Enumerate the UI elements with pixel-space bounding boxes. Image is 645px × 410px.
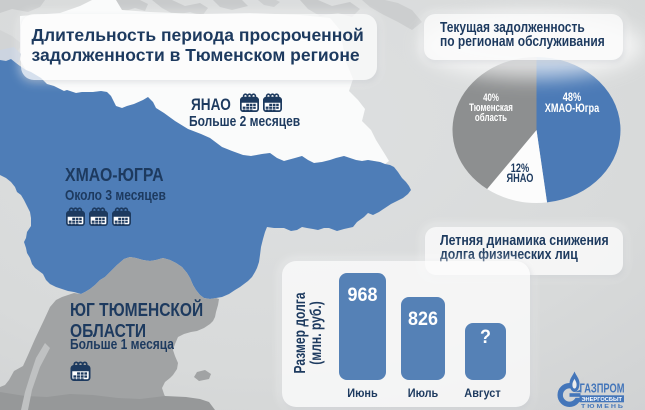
svg-text:Т Ю М Е Н Ь: Т Ю М Е Н Ь [581,404,623,410]
svg-text:ГАЗПРОМ: ГАЗПРОМ [580,381,625,395]
svg-text:ЭНЕРГОСБЫТ: ЭНЕРГОСБЫТ [582,396,623,402]
